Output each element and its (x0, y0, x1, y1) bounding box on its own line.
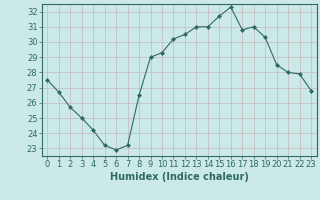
X-axis label: Humidex (Indice chaleur): Humidex (Indice chaleur) (110, 172, 249, 182)
